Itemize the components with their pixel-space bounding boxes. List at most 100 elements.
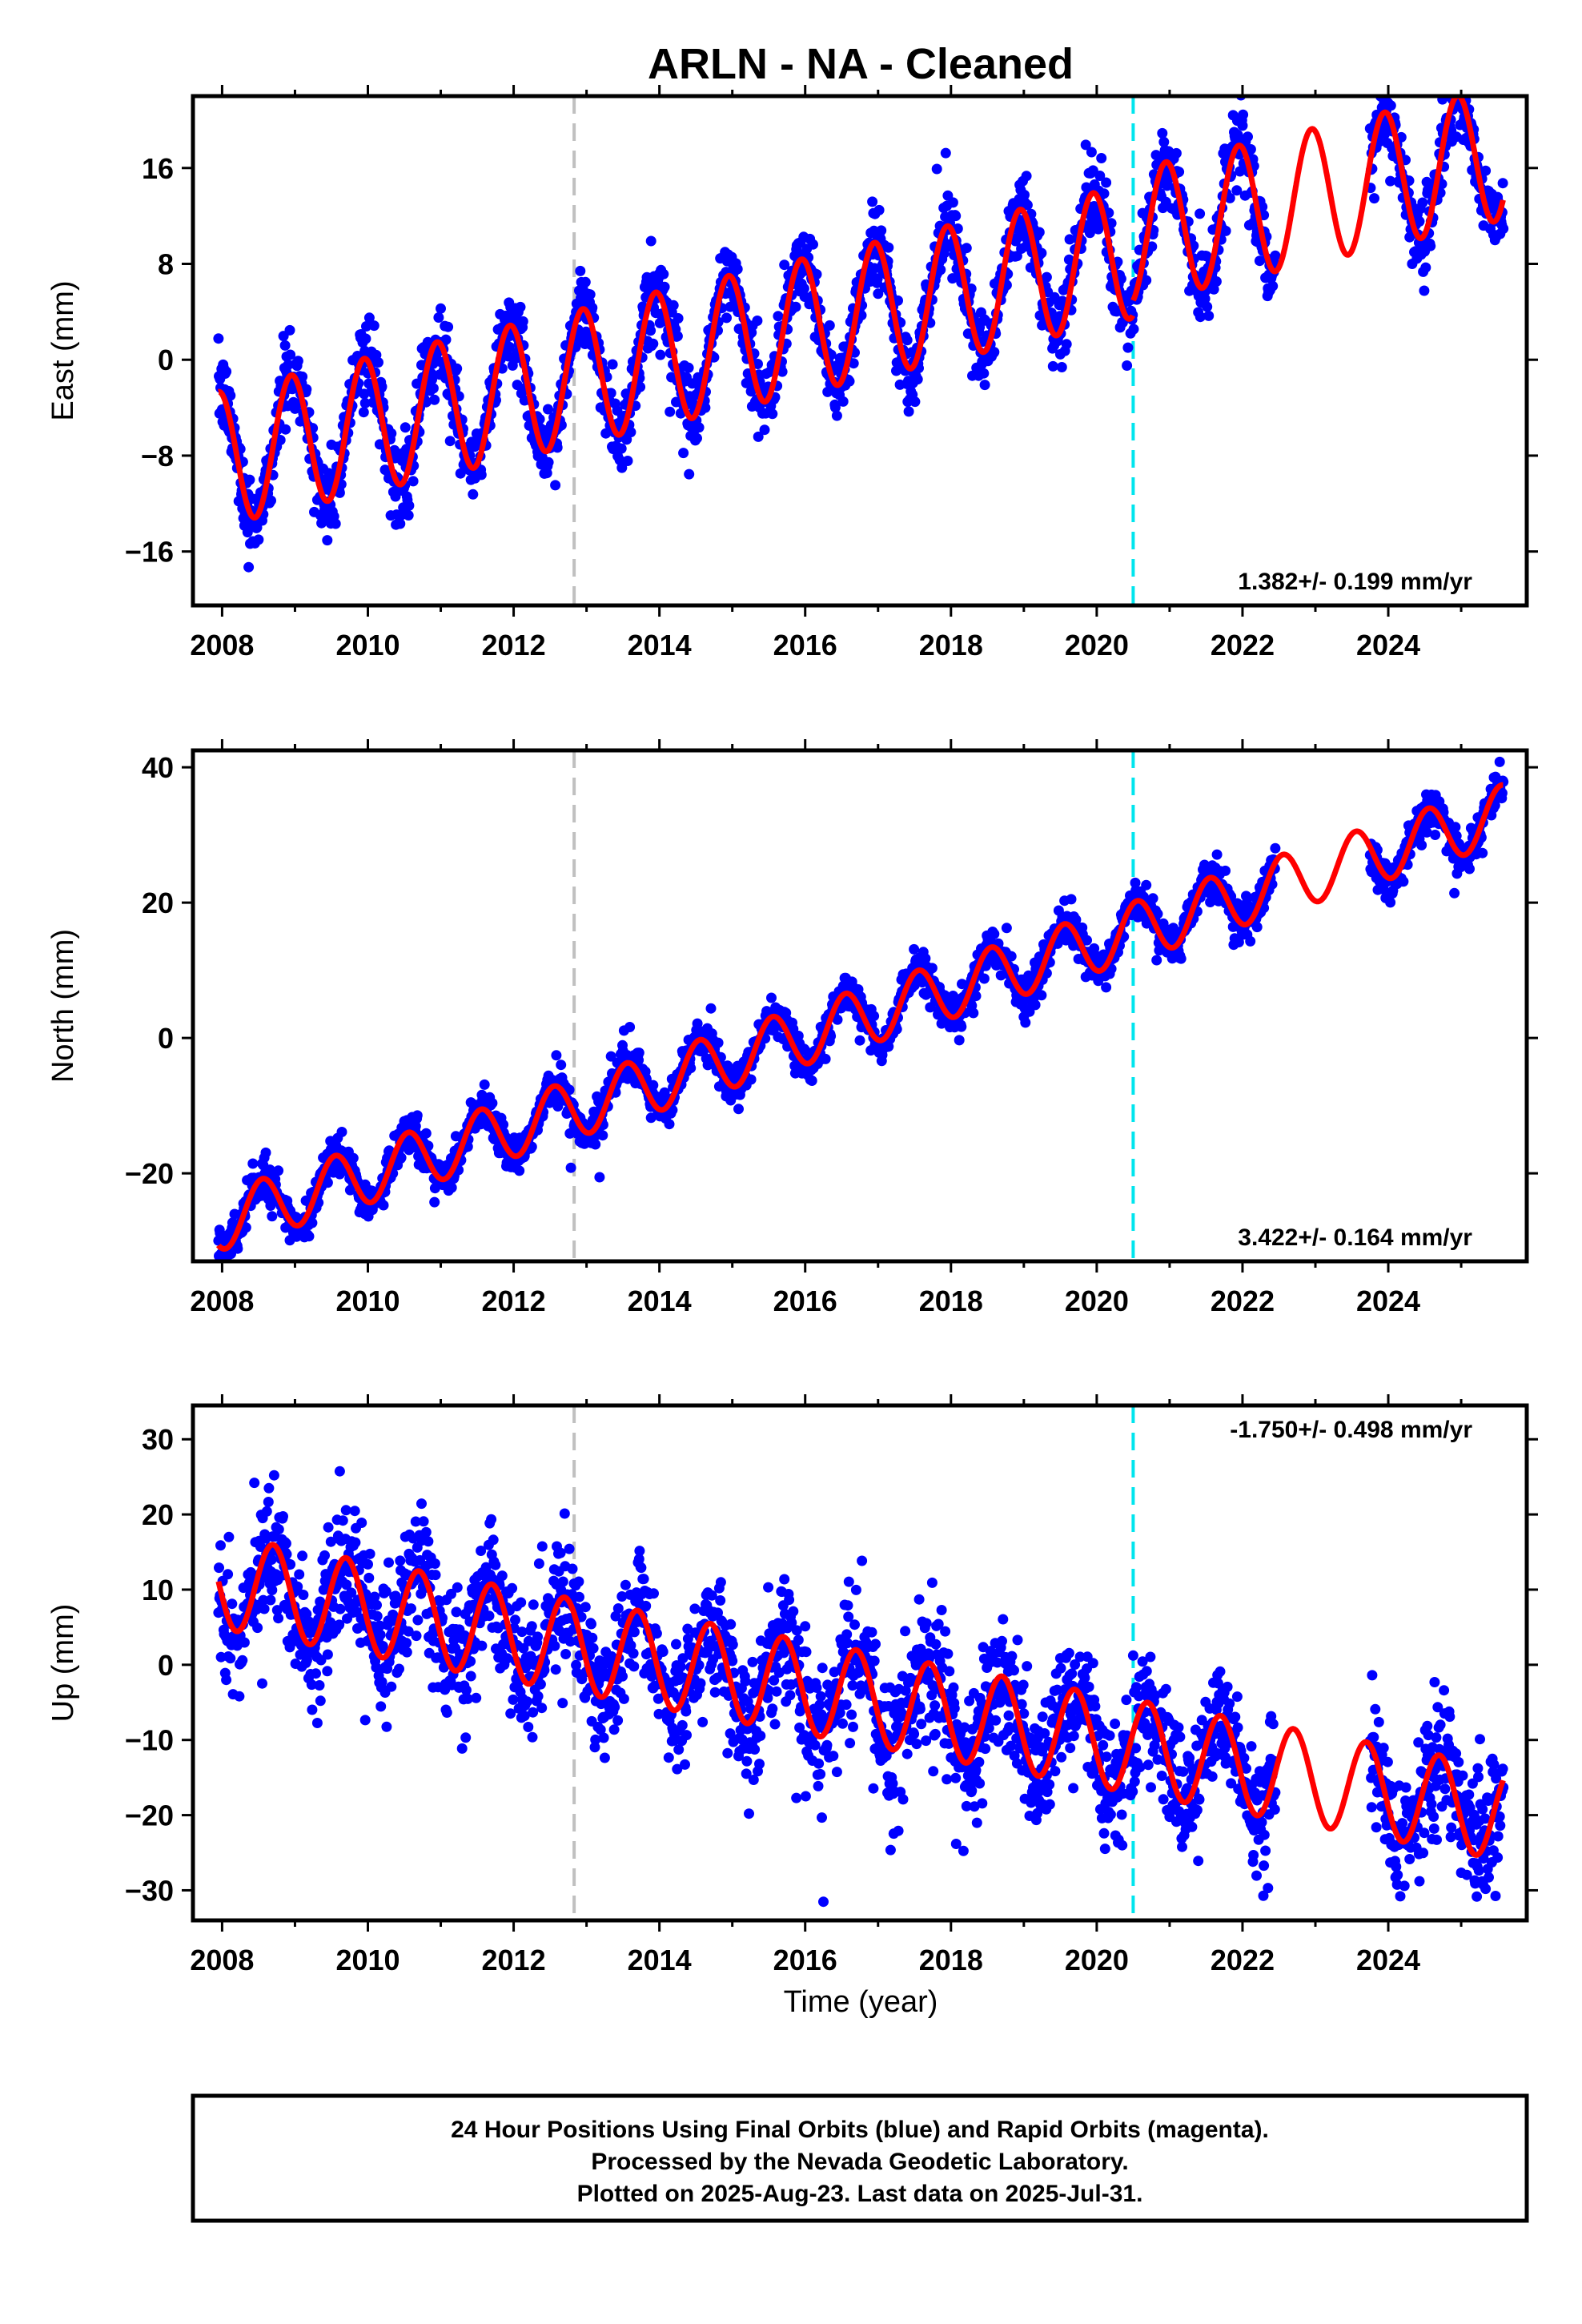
data-point	[903, 406, 914, 417]
data-point	[848, 358, 859, 369]
data-point	[1231, 185, 1243, 196]
data-point	[954, 1035, 965, 1046]
panels-group: 2008 2010 2012 2014 2016 2018 2020 2022 2024−16−…	[46, 43, 1538, 1976]
data-point	[266, 495, 276, 506]
data-point	[1460, 61, 1470, 71]
data-point	[315, 1695, 326, 1707]
data-point	[1453, 43, 1464, 54]
data-point	[777, 366, 788, 377]
data-point	[503, 351, 514, 362]
data-point	[1151, 955, 1162, 966]
data-point	[359, 397, 371, 408]
data-point	[909, 396, 921, 408]
data-point	[605, 388, 616, 399]
data-point	[322, 1649, 333, 1660]
data-point	[1098, 188, 1110, 199]
data-point	[1141, 879, 1152, 891]
data-point	[1203, 310, 1215, 321]
data-point	[279, 340, 291, 351]
data-point	[1369, 193, 1379, 204]
data-point	[322, 1666, 333, 1677]
data-point	[498, 1119, 509, 1130]
data-point	[427, 374, 437, 385]
data-point	[779, 259, 790, 271]
y-tick-label: 0	[158, 1022, 174, 1055]
data-point	[1021, 171, 1032, 182]
data-point	[298, 1590, 309, 1600]
data-point	[1245, 144, 1256, 155]
data-point	[273, 1165, 284, 1176]
data-point	[1251, 922, 1263, 933]
data-point	[280, 424, 291, 435]
data-point	[635, 381, 646, 392]
data-point	[1128, 324, 1139, 335]
data-point	[811, 269, 822, 279]
data-point	[347, 1152, 359, 1164]
data-point	[799, 292, 810, 302]
y-axis-label: East (mm)	[46, 280, 80, 420]
data-point	[373, 357, 383, 368]
data-point	[221, 1675, 232, 1686]
data-point	[1373, 67, 1383, 78]
data-point	[1036, 990, 1047, 1001]
data-point	[876, 225, 887, 236]
data-point	[844, 376, 855, 387]
x-tick-label: 2014	[628, 1285, 692, 1317]
data-point	[267, 1585, 278, 1595]
data-point	[968, 1007, 979, 1019]
data-point	[829, 402, 841, 413]
data-point	[1404, 231, 1415, 243]
data-point	[1419, 285, 1430, 296]
data-point	[1430, 830, 1441, 840]
data-point	[1464, 863, 1475, 875]
data-point	[1211, 849, 1223, 860]
data-point	[340, 1505, 351, 1516]
data-point	[893, 295, 903, 306]
data-point	[664, 1119, 675, 1130]
data-point	[368, 320, 379, 332]
data-point	[386, 428, 397, 439]
data-point	[648, 1080, 659, 1091]
data-point	[584, 289, 596, 300]
data-point	[455, 468, 466, 479]
data-point	[322, 535, 333, 546]
data-point	[237, 1655, 248, 1666]
x-tick-label: 2020	[1065, 1285, 1129, 1317]
data-point	[700, 402, 711, 413]
x-tick-label: 2010	[335, 629, 400, 661]
data-point	[330, 518, 341, 529]
data-point	[429, 394, 440, 405]
data-point	[223, 1531, 235, 1542]
data-point	[956, 1021, 967, 1032]
data-point	[551, 1050, 562, 1061]
data-point	[989, 347, 1000, 358]
data-points	[213, 1466, 1509, 1908]
data-point	[360, 333, 371, 344]
data-point	[1096, 153, 1107, 163]
data-point	[673, 313, 684, 324]
data-point	[753, 431, 764, 442]
data-point	[552, 442, 563, 453]
data-point	[389, 444, 400, 456]
x-tick-label: 2016	[773, 1285, 837, 1317]
data-point	[590, 1139, 601, 1150]
data-point	[311, 1668, 321, 1679]
data-point	[400, 422, 411, 433]
data-point	[648, 338, 659, 349]
x-tick-label: 2012	[482, 629, 546, 661]
model-curve	[218, 96, 1506, 521]
data-point	[883, 242, 894, 253]
data-point	[221, 366, 232, 377]
data-point	[363, 312, 375, 324]
data-point	[1030, 999, 1041, 1011]
data-point	[1022, 199, 1033, 211]
plot-frame	[191, 94, 1529, 608]
data-point	[556, 1059, 567, 1071]
data-point	[240, 1222, 251, 1233]
panel-east: 2008 2010 2012 2014 2016 2018 2020 2022 2024−16−…	[46, 43, 1538, 661]
data-point	[1455, 79, 1465, 90]
data-point	[658, 268, 669, 279]
data-point	[1437, 96, 1448, 105]
data-point	[645, 1112, 656, 1124]
data-point	[1445, 82, 1456, 92]
